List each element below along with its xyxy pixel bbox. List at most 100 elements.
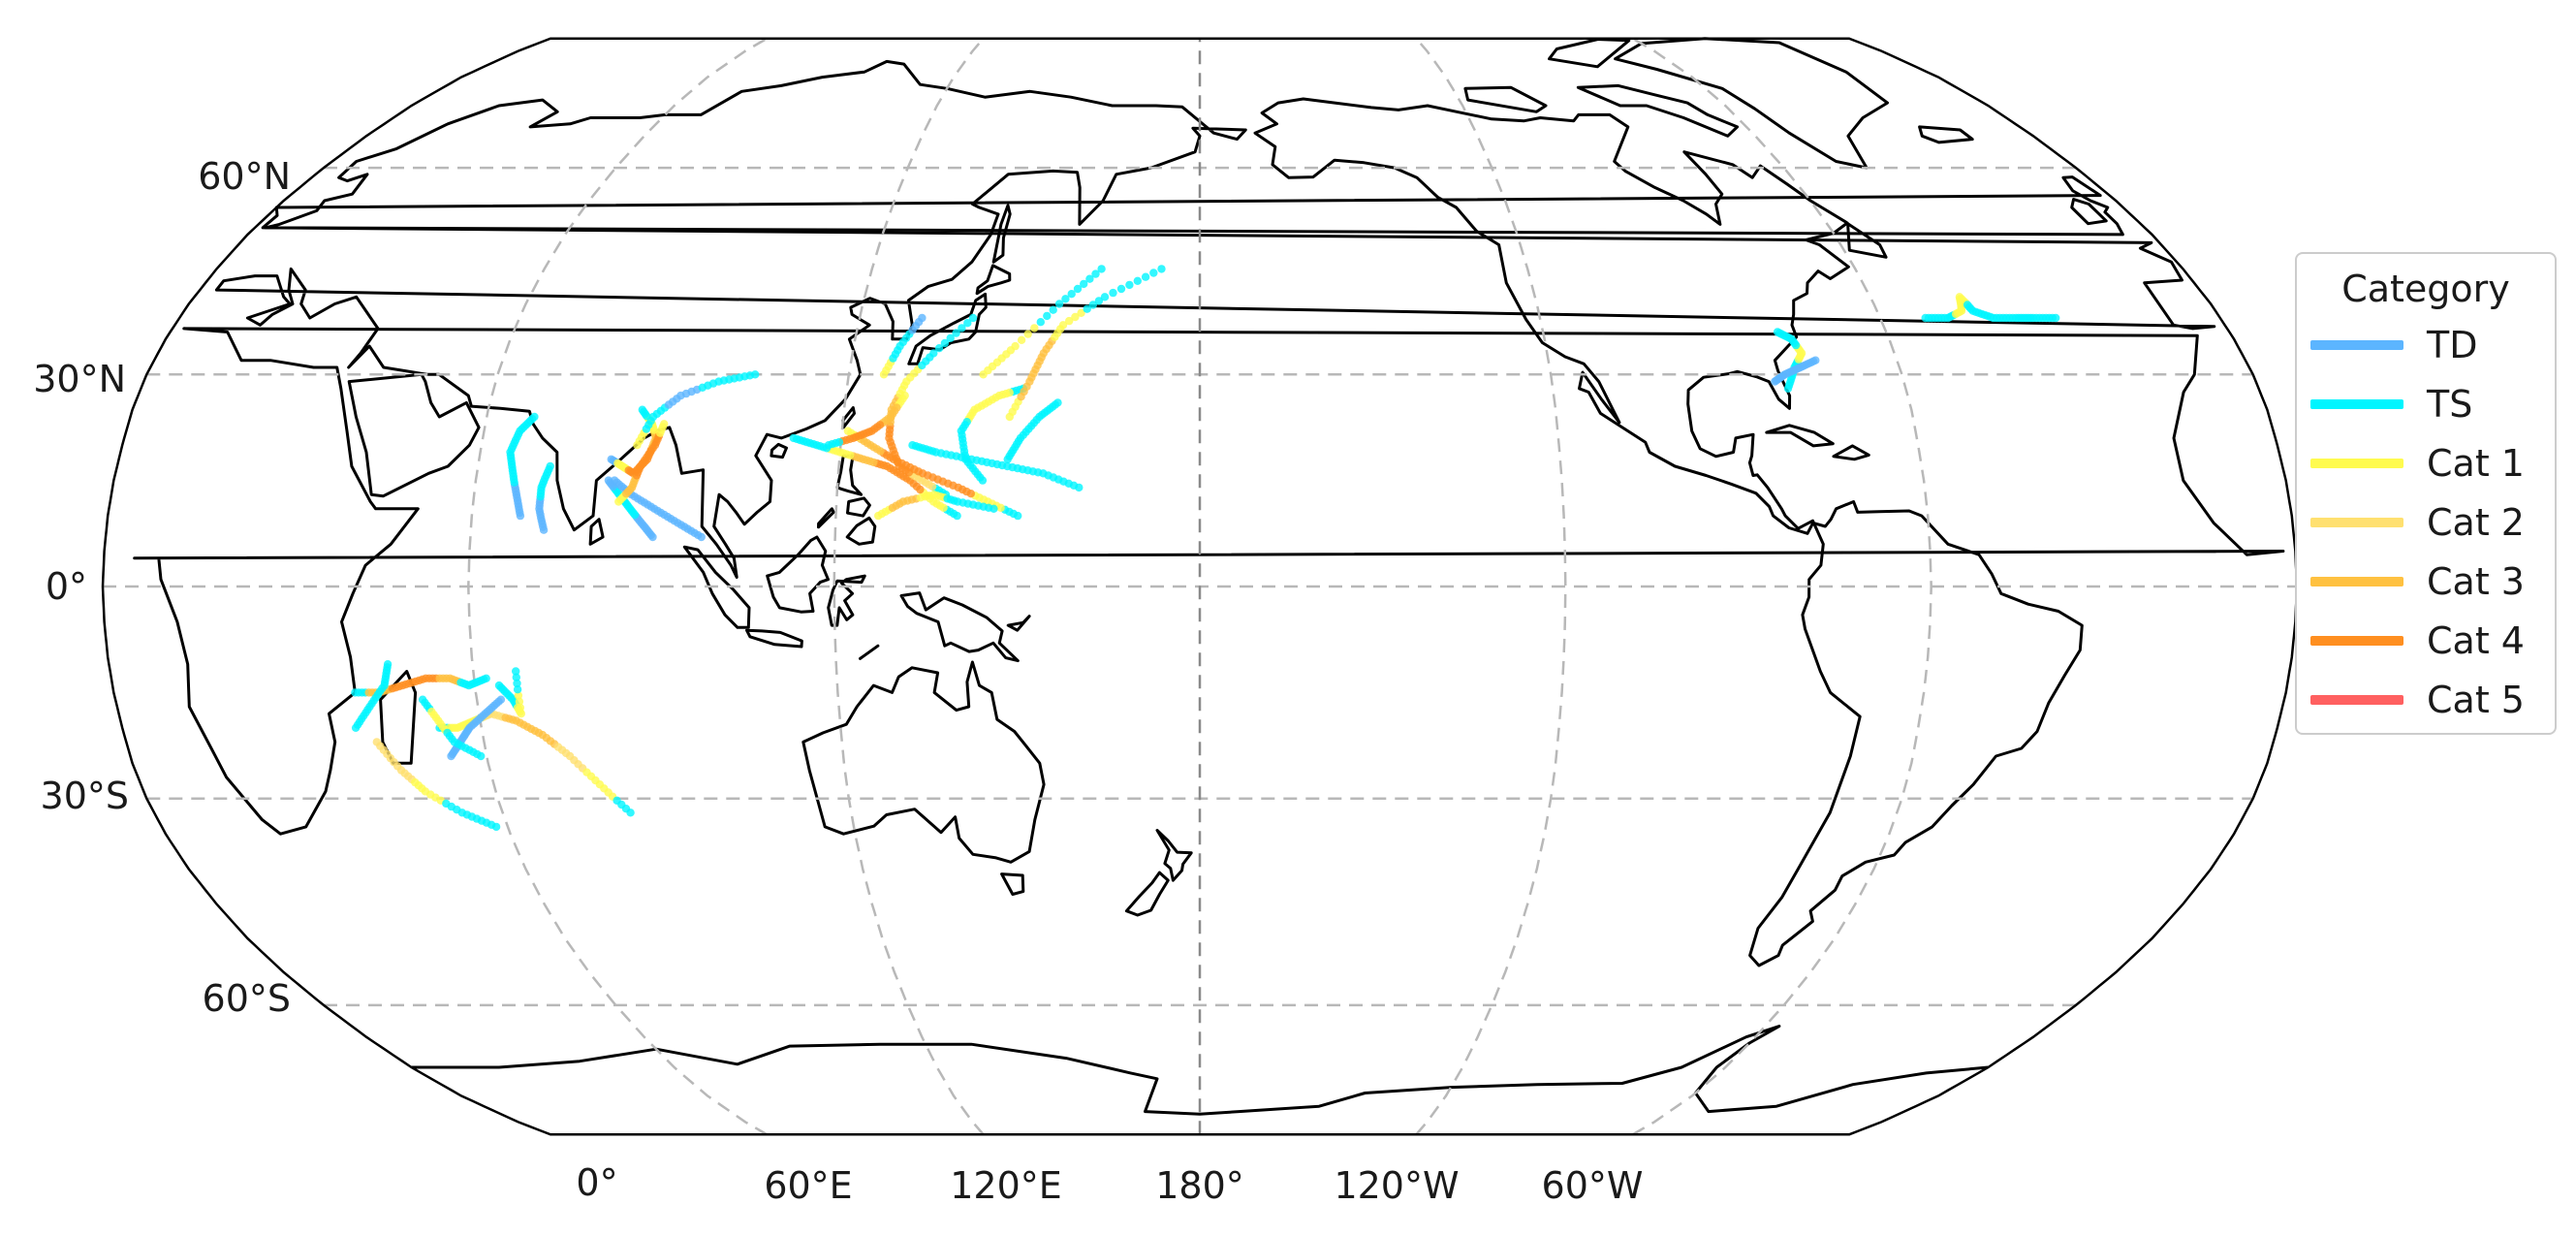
track-point [477,751,486,761]
track-point [1085,274,1094,283]
track-point [383,660,393,669]
lon-label-60w: 60°W [1542,1164,1644,1207]
lat-label-0: 0° [46,565,87,608]
track-point [610,476,619,485]
coastline [745,628,803,649]
storm-track [633,370,760,450]
meridian-line [467,37,769,1136]
track-point [1088,301,1098,309]
lon-label-0: 0° [576,1161,617,1204]
track-point [515,697,524,706]
track-point [1097,265,1106,273]
track-point [513,685,522,694]
storm-track [418,695,486,761]
legend-label-cat5: Cat 5 [2427,679,2525,721]
storm-track [908,441,1084,492]
coastline [899,591,1020,663]
track-point [1141,272,1150,281]
track-point [514,691,523,700]
track-point [1017,335,1026,344]
track-point [1023,330,1032,338]
storm-track [1921,293,2060,323]
legend-label-cat2: Cat 2 [2427,501,2525,544]
track-point [1043,311,1052,321]
track-point [530,412,539,422]
coastline [1155,829,1193,882]
storm-track [824,391,909,450]
coastline [907,292,988,365]
track-point [638,405,646,414]
track-point [824,441,833,450]
legend-swatch-cat1 [2310,459,2403,468]
track-point [512,673,520,681]
track-point [1067,290,1076,299]
coastline [846,496,871,518]
track-point [1116,284,1126,294]
coastline [827,574,866,627]
track-point [1065,316,1074,326]
storm-track [506,412,539,521]
coastline [2070,198,2108,226]
legend-swatch-ts [2310,399,2403,409]
coastline [1614,37,1889,170]
storm-track [614,420,669,506]
track-point [918,313,927,323]
coastline [1548,38,1631,69]
track-point [1011,341,1020,351]
track-point [491,822,501,832]
coastline [845,516,877,546]
track-point [1036,318,1046,327]
lon-label-120w: 120°W [1334,1164,1459,1207]
track-point [789,433,798,443]
track-point [2052,313,2060,323]
coastline [411,1025,1989,1116]
coastline [1006,615,1031,632]
track-point [990,504,998,513]
storm-track [879,313,927,379]
track-point [604,476,613,485]
map-outline [101,37,2299,1136]
legend-label-cat4: Cat 4 [2427,619,2525,662]
lat-label-60s: 60°S [203,977,291,1020]
coastline [1765,424,1835,448]
legend-item-ts: TS [2310,380,2472,428]
track-point [1811,356,1820,364]
coastline [991,204,1012,264]
track-point [958,324,966,333]
track-point [482,674,490,682]
storm-track [610,476,706,542]
legend-item-cat3: Cat 3 [2310,557,2525,606]
storm-track [874,491,998,521]
lat-label-60n: 60°N [198,155,291,198]
track-point [1773,328,1782,336]
track-point [751,370,760,379]
coastline [975,264,1012,296]
legend-item-cat5: Cat 5 [2310,676,2525,724]
coastline [1918,125,1974,144]
storm-track [351,660,393,732]
track-point [496,695,506,704]
track-point [512,667,520,676]
track-point [1083,304,1091,313]
coastline [1576,83,1740,138]
coastline [770,442,788,460]
coastline [1463,85,1548,113]
track-point [1094,297,1104,305]
legend-item-cat1: Cat 1 [2310,439,2525,488]
legend-item-cat2: Cat 2 [2310,498,2525,547]
legend: Category TD TS Cat 1 Cat 2 Cat 3 Cat 4 C… [2295,252,2557,735]
track-point [1061,295,1070,303]
track-point [660,420,669,428]
legend-swatch-cat2 [2310,518,2403,527]
meridian-line [1631,37,1932,1136]
track-point [1080,279,1088,289]
track-point [1077,308,1085,317]
lat-label-30s: 30°S [41,775,129,817]
coastlines [133,37,2285,1116]
track-point [1003,455,1012,463]
track-point [1109,288,1117,298]
track-point [513,679,521,688]
track-point [934,344,944,353]
track-point [1071,312,1080,322]
coastline [766,535,830,614]
